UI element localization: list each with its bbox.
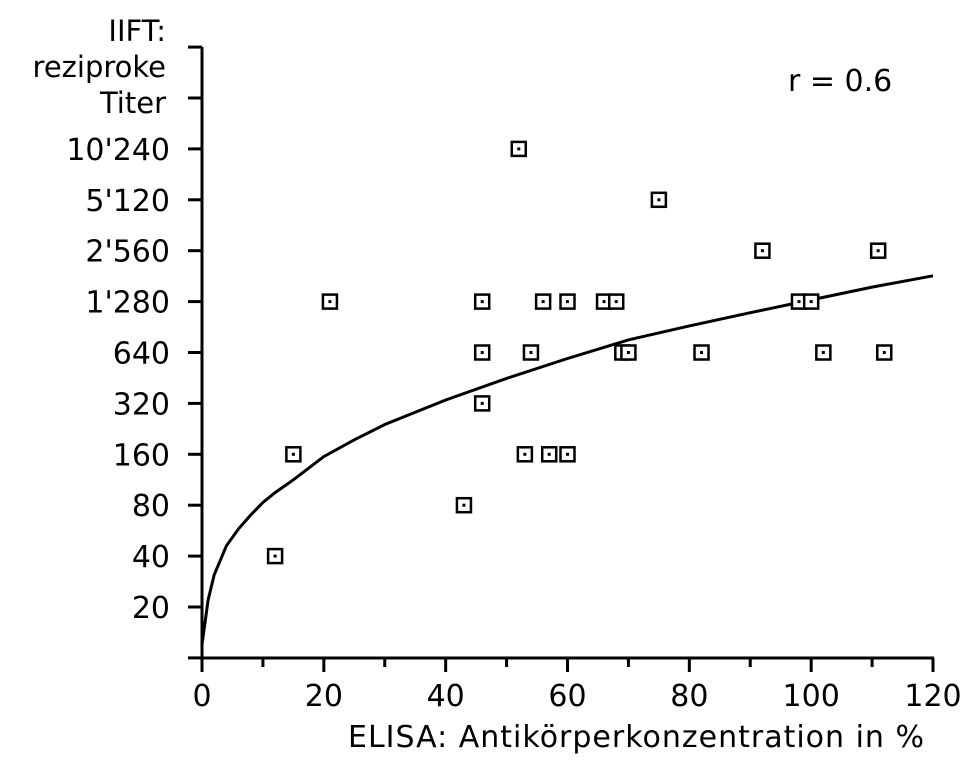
data-point-center [480, 401, 484, 405]
y-tick-label: 640 [113, 337, 170, 372]
x-tick-label: 20 [305, 679, 343, 714]
y-tick-label: 20 [132, 591, 170, 626]
y-axis-label-line-1: IIFT: [108, 14, 166, 48]
data-point [815, 344, 832, 361]
data-point [869, 242, 887, 259]
data-point-center [876, 249, 880, 253]
correlation-annotation: r = 0.6 [788, 64, 893, 99]
data-point [559, 446, 576, 463]
x-tick-label: 80 [670, 679, 708, 714]
data-point [455, 496, 473, 514]
data-point-center [614, 300, 618, 304]
y-tick-label: 5'120 [85, 184, 170, 219]
data-point-center [517, 147, 521, 151]
data-point [473, 293, 491, 310]
data-point [510, 140, 528, 158]
data-point-center [480, 351, 484, 354]
data-point-center [273, 554, 277, 558]
fit-curve [200, 274, 934, 645]
data-point [266, 547, 284, 565]
y-tick-label: 40 [132, 540, 170, 575]
data-point [802, 293, 820, 310]
y-tick-label: 1'280 [85, 286, 170, 321]
data-point-center [797, 300, 801, 304]
data-point-center [602, 300, 606, 304]
y-tick-label: 2'560 [85, 235, 170, 270]
y-tick-label: 160 [113, 438, 170, 473]
x-tick-label: 100 [783, 679, 840, 714]
x-tick-label: 60 [548, 679, 586, 714]
data-point [540, 446, 558, 463]
data-point [693, 344, 710, 361]
data-point-center [566, 452, 569, 456]
data-point-center [541, 300, 545, 304]
data-point [321, 293, 339, 310]
data-point [559, 293, 576, 310]
data-points [266, 140, 893, 565]
data-point-center [523, 452, 527, 456]
data-point-center [462, 503, 466, 507]
y-tick-label: 320 [113, 387, 170, 422]
data-point-center [821, 351, 825, 354]
data-point [516, 446, 534, 463]
data-point-center [700, 351, 704, 354]
data-point-center [547, 452, 551, 456]
data-point-center [882, 351, 886, 354]
data-point-center [529, 351, 533, 354]
data-point [285, 446, 302, 463]
y-tick-label: 10'240 [66, 133, 170, 168]
data-point [650, 191, 668, 209]
fit-curve-layer [200, 274, 934, 645]
y-axis-label-line-3: Titer [99, 86, 166, 120]
data-point-center [809, 300, 813, 304]
data-point [876, 344, 893, 361]
y-tick-label: 80 [132, 489, 170, 524]
data-point-center [480, 300, 484, 304]
data-point-center [328, 300, 332, 304]
data-point [522, 344, 540, 361]
data-point-center [760, 249, 764, 253]
data-point [473, 395, 491, 412]
data-point [534, 293, 552, 310]
data-point [607, 293, 625, 310]
data-point-center [291, 452, 295, 456]
x-tick-label: 40 [427, 679, 465, 714]
x-tick-label: 120 [904, 679, 961, 714]
x-tick-label: 0 [192, 679, 211, 714]
data-point-center [657, 198, 661, 202]
axis-ticks: 20 40 80 160 320 640 1'280 2'560 5'120 10'240 0 20 4… [66, 45, 961, 714]
data-point-center [626, 351, 630, 354]
data-point [620, 344, 637, 361]
data-point [473, 344, 491, 361]
x-axis-label: ELISA: Antikörperkonzentration in % [348, 720, 925, 755]
data-point-center [566, 300, 569, 304]
y-axis-label-line-2: reziproke [32, 50, 166, 84]
data-point [754, 242, 771, 259]
